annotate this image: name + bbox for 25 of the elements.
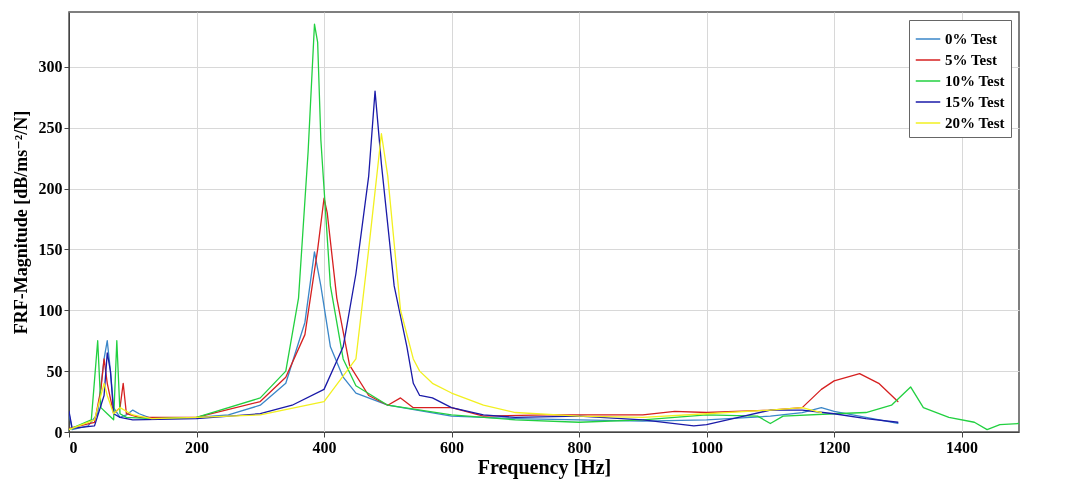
line-series <box>69 90 899 429</box>
x-tick-label: 1000 <box>691 438 724 456</box>
x-tick-label: 600 <box>440 438 465 456</box>
legend-label: 0% Test <box>945 31 998 47</box>
y-tick-label: 0 <box>54 423 63 441</box>
x-tick-label: 400 <box>312 438 337 456</box>
legend-label: 20% Test <box>945 115 1005 131</box>
y-tick-label: 300 <box>38 58 63 76</box>
line-series <box>69 133 822 431</box>
x-tick-label: 800 <box>567 438 592 456</box>
y-tick-label: 200 <box>38 180 63 198</box>
x-axis-title: Frequency [Hz] <box>477 455 612 479</box>
legend-label: 15% Test <box>945 94 1005 110</box>
legend-label: 5% Test <box>945 52 998 68</box>
x-tick-label: 1200 <box>818 438 851 456</box>
x-tick-label: 200 <box>185 438 210 456</box>
y-tick-label: 100 <box>38 301 63 319</box>
y-tick-label: 150 <box>38 240 63 258</box>
y-tick-label: 250 <box>38 119 63 137</box>
y-axis-title: FRF-Magnitude [dB/ms⁻²/N] <box>10 110 31 335</box>
x-tick-label: 1400 <box>946 438 979 456</box>
x-tick-label: 0 <box>69 438 78 456</box>
line-series <box>69 197 899 429</box>
y-tick-label: 50 <box>46 362 63 380</box>
legend-label: 10% Test <box>945 73 1005 89</box>
